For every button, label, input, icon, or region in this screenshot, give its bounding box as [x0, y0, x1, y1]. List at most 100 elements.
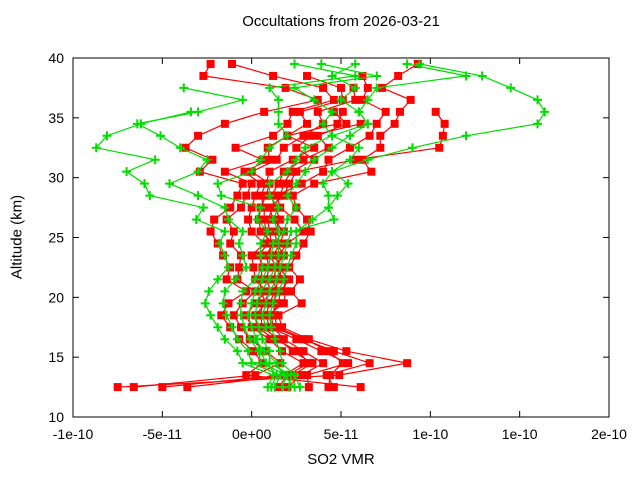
square-marker — [210, 215, 219, 224]
x-tick-label: -5e-11 — [143, 426, 183, 442]
plus-marker — [309, 155, 319, 165]
plus-marker — [336, 95, 346, 105]
square-marker — [285, 275, 294, 284]
plus-marker — [238, 95, 248, 105]
square-marker — [324, 347, 333, 356]
square-marker — [265, 335, 274, 344]
plus-marker — [363, 119, 373, 129]
plus-marker — [256, 250, 266, 260]
plus-marker — [231, 274, 241, 284]
square-marker — [224, 299, 233, 308]
square-marker — [367, 167, 376, 176]
plus-marker — [327, 107, 337, 117]
occultation-profile-so2-vmr-red-3 — [133, 63, 335, 388]
plus-marker — [279, 250, 289, 260]
square-marker — [288, 107, 297, 116]
square-marker — [292, 335, 301, 344]
plus-marker — [213, 322, 223, 332]
plus-marker — [266, 250, 276, 260]
square-marker — [226, 203, 235, 212]
x-tick-label: 0e+00 — [232, 426, 272, 442]
plus-marker — [256, 238, 266, 248]
plus-marker — [273, 95, 283, 105]
square-marker — [326, 371, 335, 380]
square-marker — [351, 155, 360, 164]
plus-marker — [282, 215, 292, 225]
square-marker — [299, 239, 308, 248]
square-marker — [378, 83, 387, 92]
plus-marker — [263, 227, 273, 237]
square-marker — [247, 251, 256, 260]
plus-marker — [372, 83, 382, 93]
plus-marker — [345, 155, 355, 165]
plus-marker — [145, 191, 155, 201]
plus-marker — [290, 382, 300, 392]
square-marker — [335, 371, 344, 380]
square-marker — [244, 215, 253, 224]
square-marker — [301, 335, 310, 344]
plus-marker — [238, 286, 248, 296]
plus-marker — [318, 179, 328, 189]
square-marker — [269, 71, 278, 80]
square-marker — [299, 347, 308, 356]
plus-marker — [213, 179, 223, 189]
plus-marker — [282, 167, 292, 177]
square-marker — [256, 191, 265, 200]
square-marker — [272, 323, 281, 332]
square-marker — [303, 371, 312, 380]
square-marker — [324, 155, 333, 164]
square-marker — [113, 383, 122, 392]
plus-marker — [202, 155, 212, 165]
plus-marker — [238, 250, 248, 260]
plus-marker — [533, 95, 543, 105]
square-marker — [344, 359, 353, 368]
plus-marker — [227, 322, 237, 332]
square-marker — [269, 131, 278, 140]
plus-marker — [150, 155, 160, 165]
y-tick-label: 20 — [48, 289, 64, 305]
square-marker — [403, 359, 412, 368]
square-marker — [260, 107, 269, 116]
plus-marker — [540, 107, 550, 117]
occultation-profile-so2-vmr-green-7 — [247, 63, 369, 388]
square-marker — [297, 299, 306, 308]
plus-marker — [256, 203, 266, 213]
square-marker — [247, 179, 256, 188]
plus-marker — [354, 107, 364, 117]
plus-marker — [345, 131, 355, 141]
plus-marker — [223, 262, 233, 272]
plus-marker — [265, 286, 275, 296]
plus-marker — [270, 334, 280, 344]
plus-marker — [327, 131, 337, 141]
square-marker — [183, 383, 192, 392]
square-marker — [297, 371, 306, 380]
square-marker — [249, 263, 258, 272]
plus-marker — [272, 274, 282, 284]
square-marker — [303, 71, 312, 80]
square-marker — [358, 71, 367, 80]
square-marker — [263, 215, 272, 224]
square-marker — [242, 191, 251, 200]
plus-marker — [238, 358, 248, 368]
occultation-profile-so2-vmr-red-8 — [266, 111, 348, 388]
plus-marker — [265, 191, 275, 201]
occultation-profile-so2-vmr-green-1 — [268, 63, 546, 388]
plus-marker — [198, 203, 208, 213]
x-tick-label: -1e-10 — [53, 426, 94, 442]
square-marker — [358, 95, 367, 104]
plus-marker — [290, 59, 300, 69]
y-tick-label: 30 — [48, 170, 64, 186]
x-axis-label: SO2 VMR — [307, 451, 375, 468]
square-marker — [270, 311, 279, 320]
plus-marker — [236, 298, 246, 308]
plus-marker — [247, 298, 257, 308]
plus-marker — [220, 227, 230, 237]
plus-marker — [291, 155, 301, 165]
square-marker — [342, 119, 351, 128]
plus-marker — [372, 71, 382, 81]
square-marker — [286, 287, 295, 296]
square-marker — [337, 83, 345, 92]
plus-marker — [327, 167, 337, 177]
x-tick-label: 2e-10 — [591, 426, 627, 442]
plus-marker — [273, 107, 283, 117]
